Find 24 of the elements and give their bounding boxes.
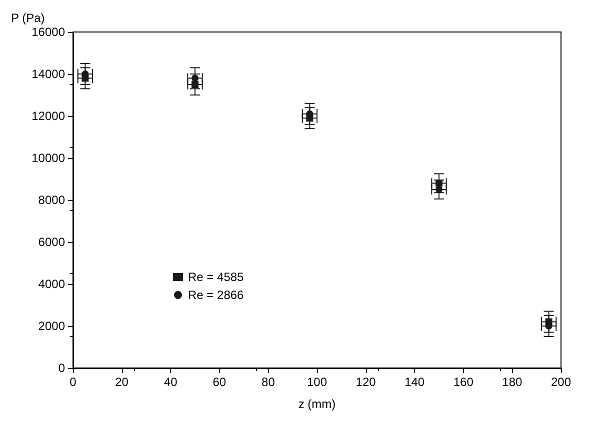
legend-label: Re = 2866	[188, 288, 244, 302]
x-tick-label: 40	[164, 375, 178, 389]
x-axis-title: z (mm)	[298, 397, 336, 411]
y-tick-label: 0	[58, 361, 66, 375]
y-tick-label: 4000	[38, 277, 66, 291]
legend-label: Re = 4585	[188, 270, 244, 284]
x-tick-label: 0	[70, 375, 77, 389]
x-tick-label: 120	[356, 375, 376, 389]
y-tick-label: 6000	[38, 235, 66, 249]
y-tick-label: 10000	[32, 151, 66, 165]
x-tick-label: 200	[550, 375, 572, 389]
x-tick-label: 160	[453, 375, 474, 389]
x-tick-label: 80	[262, 375, 276, 389]
y-tick-label: 16000	[32, 25, 66, 39]
y-tick-label: 14000	[32, 67, 66, 81]
y-axis-title: P (Pa)	[11, 11, 45, 25]
x-tick-label: 60	[212, 375, 226, 389]
y-tick-label: 8000	[38, 193, 66, 207]
y-tick-label: 12000	[32, 109, 66, 123]
x-tick-label: 180	[502, 375, 523, 389]
y-tick-label: 2000	[38, 319, 66, 333]
x-tick-label: 100	[306, 375, 328, 389]
x-tick-label: 20	[115, 375, 129, 389]
x-tick-label: 140	[404, 375, 425, 389]
